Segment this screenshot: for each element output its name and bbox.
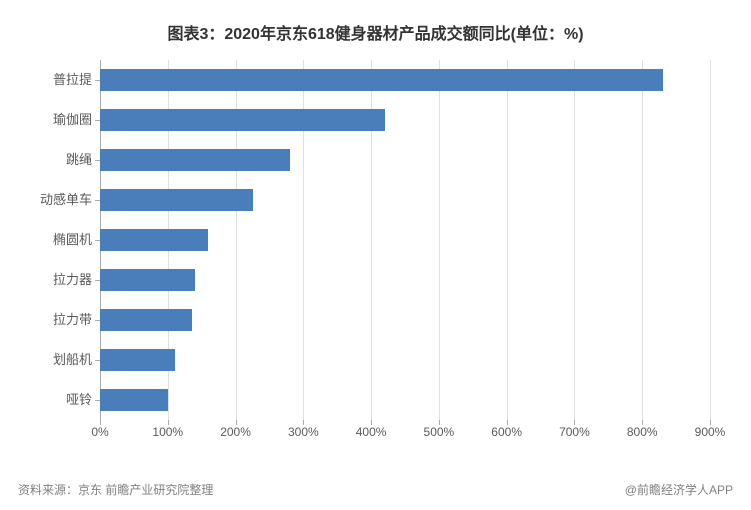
- bar-row: [100, 220, 710, 260]
- y-axis-label: 哑铃: [12, 380, 92, 420]
- footer: 资料来源：京东 前瞻产业研究院整理 @前瞻经济学人APP: [18, 481, 733, 498]
- bar: [100, 349, 175, 371]
- bar: [100, 389, 168, 411]
- x-tick-label: 100%: [152, 425, 183, 439]
- bar: [100, 309, 192, 331]
- bar: [100, 269, 195, 291]
- y-axis-label: 动感单车: [12, 180, 92, 220]
- bar: [100, 229, 208, 251]
- bar-row: [100, 100, 710, 140]
- y-tick-mark: [95, 360, 100, 361]
- x-tick-label: 800%: [627, 425, 658, 439]
- y-tick-mark: [95, 280, 100, 281]
- y-tick-mark: [95, 80, 100, 81]
- bar-row: [100, 300, 710, 340]
- y-axis-label: 跳绳: [12, 140, 92, 180]
- source-text: 资料来源：京东 前瞻产业研究院整理: [18, 481, 213, 498]
- chart-title: 图表3：2020年京东618健身器材产品成交额同比(单位：%): [0, 0, 751, 44]
- x-tick-label: 400%: [356, 425, 387, 439]
- x-tick-label: 300%: [288, 425, 319, 439]
- y-tick-mark: [95, 400, 100, 401]
- y-axis-label: 普拉提: [12, 60, 92, 100]
- y-tick-mark: [95, 160, 100, 161]
- x-tick-label: 500%: [424, 425, 455, 439]
- bar-row: [100, 380, 710, 420]
- bar-row: [100, 260, 710, 300]
- y-axis-label: 划船机: [12, 340, 92, 380]
- y-axis-label: 瑜伽圈: [12, 100, 92, 140]
- bar-row: [100, 340, 710, 380]
- y-axis-label: 椭圆机: [12, 220, 92, 260]
- y-tick-mark: [95, 120, 100, 121]
- chart-area: 普拉提瑜伽圈跳绳动感单车椭圆机拉力器拉力带划船机哑铃 0%100%200%300…: [100, 60, 710, 450]
- x-tick-label: 200%: [220, 425, 251, 439]
- bar-row: [100, 140, 710, 180]
- attribution-text: @前瞻经济学人APP: [625, 481, 733, 498]
- gridline: [710, 60, 711, 420]
- y-axis-label: 拉力带: [12, 300, 92, 340]
- y-tick-mark: [95, 320, 100, 321]
- bar: [100, 69, 663, 91]
- bar-row: [100, 180, 710, 220]
- x-tick-label: 0%: [91, 425, 108, 439]
- plot-region: [100, 60, 710, 420]
- x-tick-label: 600%: [491, 425, 522, 439]
- bar: [100, 109, 385, 131]
- bar-row: [100, 60, 710, 100]
- y-axis-label: 拉力器: [12, 260, 92, 300]
- bar: [100, 149, 290, 171]
- y-tick-mark: [95, 200, 100, 201]
- bar: [100, 189, 253, 211]
- x-tick-label: 900%: [695, 425, 726, 439]
- x-tick-label: 700%: [559, 425, 590, 439]
- y-tick-mark: [95, 240, 100, 241]
